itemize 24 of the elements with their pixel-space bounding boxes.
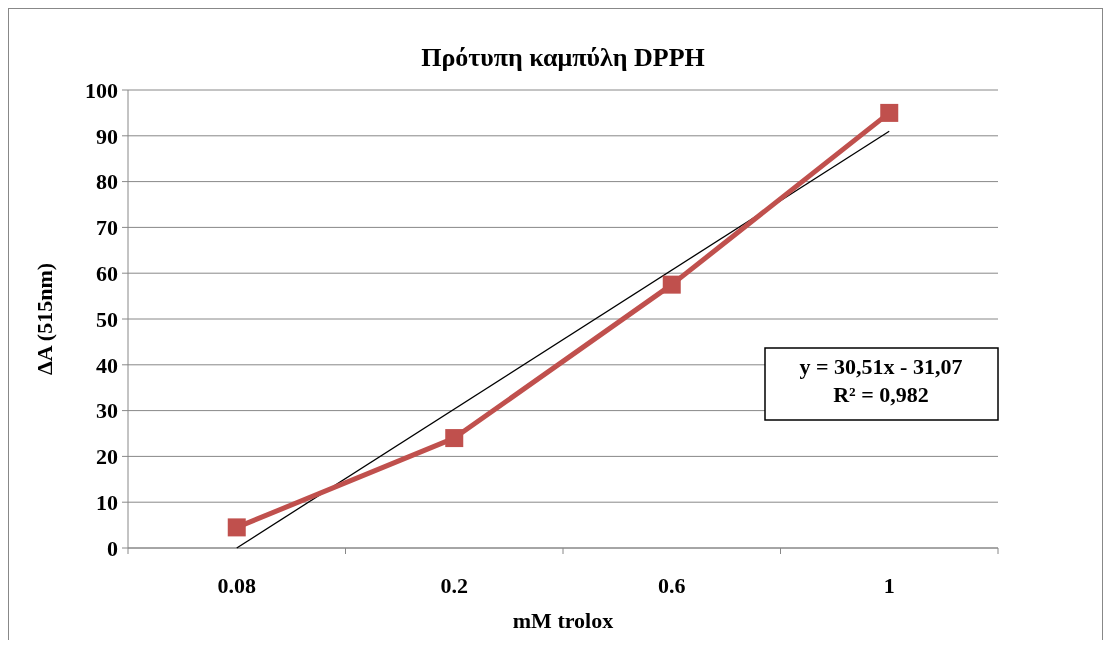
annotation: y = 30,51x - 31,07	[799, 354, 963, 379]
x-tick-label: 0.6	[658, 573, 686, 598]
x-tick-label: 1	[883, 573, 895, 598]
y-tick-label: 100	[85, 77, 118, 103]
y-tick-label: 40	[96, 352, 118, 378]
y-tick-label: 80	[96, 169, 118, 195]
annotation: R² = 0,982	[833, 382, 929, 407]
point	[227, 518, 246, 537]
point	[662, 275, 681, 294]
y-axis-title: ΔA (515nm)	[32, 262, 57, 376]
y-tick-label: 90	[96, 123, 118, 149]
y-tick-label: 50	[96, 306, 118, 332]
y-tick-label: 10	[96, 489, 118, 515]
y-tick-label: 70	[96, 215, 118, 241]
y-tick-label: 20	[96, 444, 118, 470]
x-axis-title: mM trolox	[512, 608, 614, 633]
point	[880, 103, 899, 122]
y-tick-label: 0	[107, 535, 118, 561]
y-tick-label: 30	[96, 398, 118, 424]
y-tick-label: 60	[96, 260, 118, 286]
x-tick-label: 0.08	[217, 573, 256, 598]
chart-title: Πρότυπη καμπύλη DPPH	[421, 43, 705, 72]
x-tick-label: 0.2	[440, 573, 468, 598]
point	[445, 429, 464, 448]
